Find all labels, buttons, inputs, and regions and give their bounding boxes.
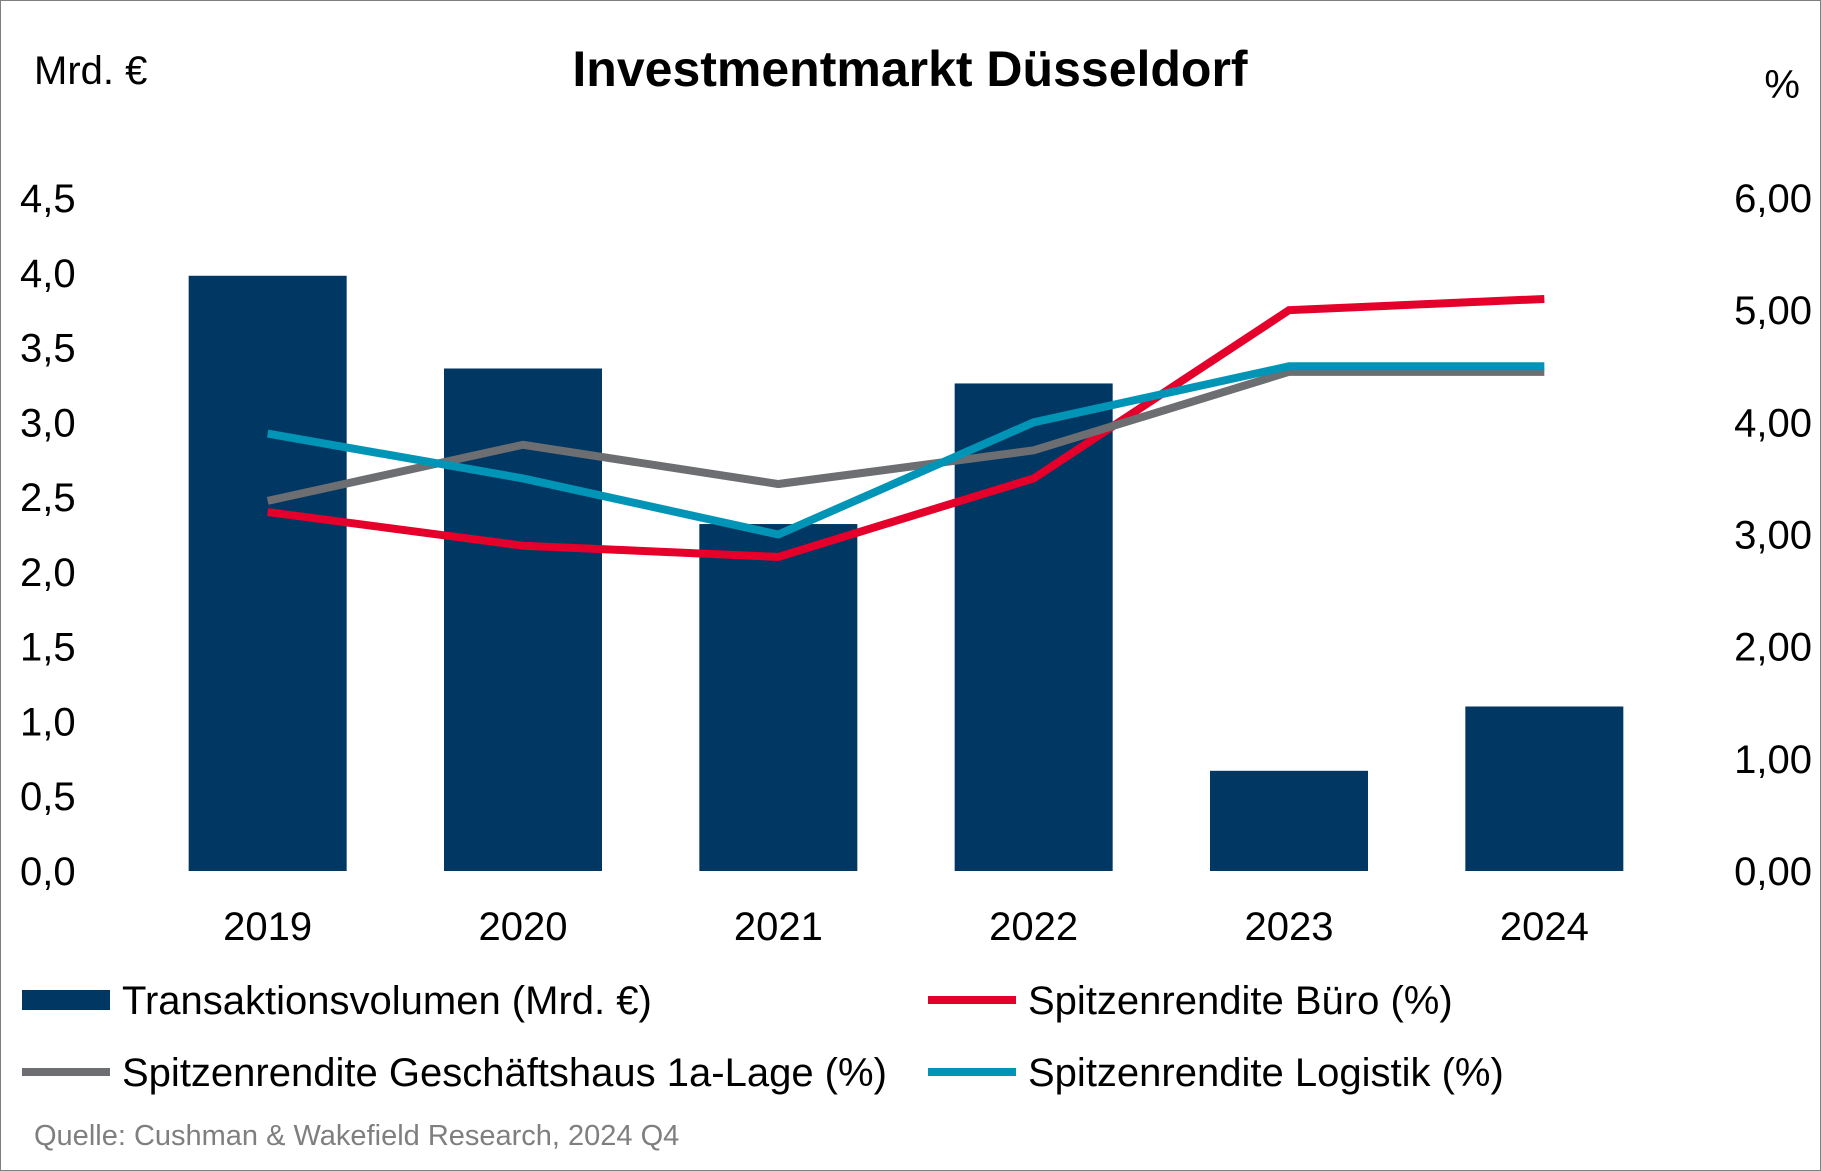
left-tick-label: 1,0 [20, 700, 76, 744]
x-tick-label: 2020 [479, 905, 568, 949]
left-tick-label: 4,5 [20, 177, 76, 221]
line-series-3 [266, 362, 1545, 539]
x-tick-label: 2021 [734, 905, 823, 949]
left-tick-label: 0,0 [20, 850, 76, 894]
x-tick-label: 2024 [1500, 905, 1589, 949]
right-tick-label: 1,00 [1734, 738, 1812, 782]
line-series-2 [266, 367, 1545, 505]
x-axis-ticks: 2019 2020 2021 2022 2023 2024 [223, 905, 1589, 949]
left-tick-label: 3,0 [20, 401, 76, 445]
left-tick-label: 0,5 [20, 775, 76, 819]
source-note: Quelle: Cushman & Wakefield Research, 20… [34, 1120, 679, 1152]
right-tick-label: 2,00 [1734, 626, 1812, 670]
bar-series [188, 275, 1624, 871]
x-tick-label: 2023 [1245, 905, 1334, 949]
left-tick-label: 4,0 [20, 252, 76, 296]
right-axis-unit: % [1764, 63, 1800, 107]
bar-2022 [954, 383, 1113, 871]
right-tick-label: 0,00 [1734, 850, 1812, 894]
right-tick-label: 3,00 [1734, 514, 1812, 558]
right-tick-label: 4,00 [1734, 401, 1812, 445]
x-tick-label: 2019 [223, 905, 312, 949]
chart-title: Investmentmarkt Düsseldorf [572, 41, 1248, 97]
legend-swatch-bar [22, 990, 110, 1010]
bar-2024 [1465, 706, 1624, 871]
right-tick-label: 6,00 [1734, 177, 1812, 221]
left-tick-label: 3,5 [20, 327, 76, 371]
x-tick-label: 2022 [989, 905, 1078, 949]
bar-2019 [188, 275, 347, 871]
left-tick-label: 1,5 [20, 626, 76, 670]
legend-label: Spitzenrendite Geschäftshaus 1a-Lage (%) [122, 1051, 887, 1095]
line-series [266, 294, 1545, 561]
bar-2021 [699, 524, 858, 871]
right-axis-ticks: 0,00 1,00 2,00 3,00 4,00 5,00 6,00 [1734, 177, 1812, 894]
left-axis-ticks: 0,0 0,5 1,0 1,5 2,0 2,5 3,0 3,5 4,0 4,5 [20, 177, 76, 894]
bar-2023 [1210, 770, 1368, 871]
right-tick-label: 5,00 [1734, 289, 1812, 333]
legend-label: Spitzenrendite Büro (%) [1028, 979, 1453, 1023]
legend-label: Transaktionsvolumen (Mrd. €) [122, 979, 652, 1023]
left-axis-unit: Mrd. € [34, 49, 147, 93]
left-tick-label: 2,0 [20, 551, 76, 595]
line-series-1 [267, 294, 1545, 561]
legend: Transaktionsvolumen (Mrd. €) Spitzenrendi… [22, 979, 1504, 1095]
left-tick-label: 2,5 [20, 476, 76, 520]
legend-label: Spitzenrendite Logistik (%) [1028, 1051, 1504, 1095]
